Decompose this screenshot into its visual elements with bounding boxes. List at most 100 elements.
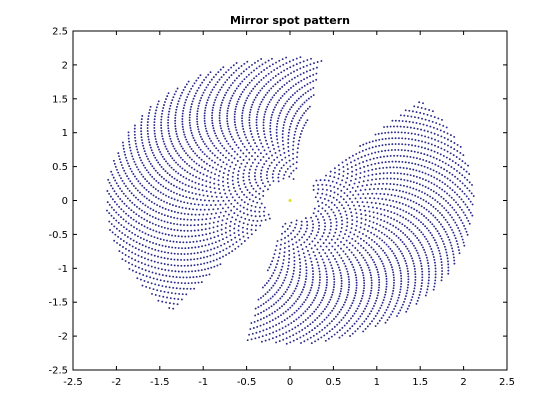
scatter-point <box>156 143 159 146</box>
scatter-point <box>427 282 430 285</box>
scatter-point <box>135 145 138 148</box>
scatter-point <box>193 160 196 163</box>
scatter-point <box>251 63 253 66</box>
scatter-point <box>383 214 386 217</box>
scatter-point <box>355 224 358 227</box>
scatter-point <box>152 242 155 244</box>
scatter-point <box>405 210 408 213</box>
scatter-point <box>406 185 409 188</box>
scatter-point <box>400 178 403 181</box>
scatter-point <box>149 105 152 108</box>
scatter-point <box>349 261 352 263</box>
scatter-point <box>361 184 364 187</box>
scatter-point <box>299 133 302 135</box>
scatter-point <box>202 194 205 197</box>
scatter-point <box>230 84 232 87</box>
scatter-point <box>203 160 206 163</box>
scatter-point <box>405 265 408 267</box>
scatter-point <box>179 241 181 244</box>
scatter-point <box>270 70 273 73</box>
scatter-point <box>363 282 366 284</box>
scatter-point <box>364 259 367 262</box>
scatter-point <box>257 132 259 135</box>
scatter-point <box>379 307 382 310</box>
scatter-point <box>181 117 184 120</box>
scatter-point <box>306 224 309 227</box>
scatter-point <box>246 339 249 342</box>
scatter-point <box>300 224 303 227</box>
scatter-point <box>222 249 225 252</box>
scatter-point <box>389 205 392 207</box>
scatter-point <box>346 172 349 175</box>
scatter-point <box>141 284 144 287</box>
scatter-point <box>190 129 192 132</box>
scatter-point <box>133 175 136 178</box>
scatter-point <box>290 278 293 281</box>
scatter-point <box>200 251 203 254</box>
scatter-point <box>394 160 397 163</box>
scatter-point <box>381 187 383 190</box>
scatter-point <box>301 86 304 89</box>
scatter-point <box>251 155 253 158</box>
scatter-point <box>458 249 460 252</box>
scatter-point <box>281 327 284 329</box>
scatter-point <box>275 164 278 166</box>
scatter-point <box>438 172 441 175</box>
scatter-point <box>378 284 381 286</box>
scatter-point <box>153 254 156 257</box>
scatter-point <box>198 234 200 237</box>
scatter-point <box>311 220 314 222</box>
scatter-point <box>362 276 365 279</box>
scatter-point <box>329 218 332 221</box>
scatter-point <box>248 121 251 124</box>
scatter-point <box>268 217 271 220</box>
scatter-point <box>178 180 181 183</box>
scatter-point <box>267 81 270 83</box>
scatter-point <box>332 270 334 272</box>
scatter-point <box>283 319 286 322</box>
scatter-point <box>115 211 118 214</box>
scatter-point <box>121 232 124 234</box>
scatter-point <box>131 155 134 158</box>
scatter-point <box>248 178 251 181</box>
scatter-point <box>146 121 149 124</box>
scatter-point <box>296 124 299 127</box>
scatter-point <box>136 189 139 192</box>
scatter-point <box>397 228 400 231</box>
scatter-point <box>259 172 262 175</box>
scatter-point <box>282 127 285 129</box>
scatter-point <box>367 205 370 208</box>
scatter-point <box>254 196 257 199</box>
scatter-point <box>223 188 225 191</box>
scatter-point <box>448 238 451 241</box>
scatter-point <box>205 162 208 165</box>
scatter-point <box>165 194 167 197</box>
scatter-point <box>133 124 136 127</box>
scatter-point <box>412 200 415 203</box>
scatter-point <box>147 158 149 160</box>
scatter-point <box>107 178 110 181</box>
scatter-point <box>358 204 361 207</box>
scatter-point <box>369 158 372 161</box>
scatter-point <box>460 219 463 222</box>
scatter-point <box>309 336 312 339</box>
x-tick-label: -1 <box>198 377 208 388</box>
scatter-point <box>126 197 129 200</box>
scatter-point <box>292 169 295 172</box>
scatter-point <box>462 241 465 244</box>
scatter-point <box>358 181 361 184</box>
scatter-point <box>464 203 467 206</box>
scatter-point <box>342 207 345 210</box>
scatter-point <box>331 291 334 294</box>
scatter-point <box>271 260 274 263</box>
scatter-point <box>376 217 379 220</box>
scatter-point <box>128 143 131 146</box>
scatter-point <box>156 204 159 206</box>
scatter-point <box>395 234 398 237</box>
scatter-point <box>441 204 444 207</box>
scatter-point <box>246 139 249 142</box>
scatter-point <box>222 172 225 175</box>
scatter-point <box>333 278 336 281</box>
scatter-point <box>205 204 208 207</box>
scatter-point <box>368 225 371 227</box>
